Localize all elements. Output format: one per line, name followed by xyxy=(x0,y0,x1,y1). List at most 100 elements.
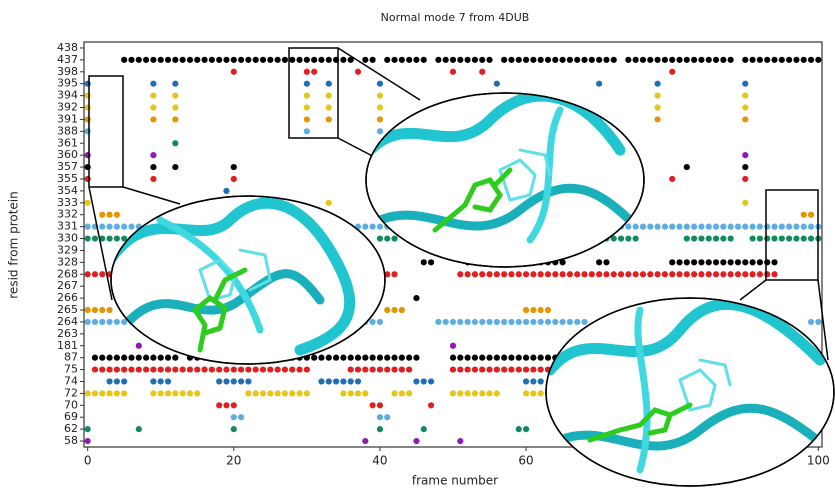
dot xyxy=(654,81,660,87)
dot xyxy=(128,355,134,361)
dot xyxy=(289,390,295,396)
dot xyxy=(479,69,485,75)
dot xyxy=(326,93,332,99)
dot xyxy=(786,235,792,241)
dot xyxy=(764,271,770,277)
dot xyxy=(384,366,390,372)
dot xyxy=(698,259,704,265)
dot xyxy=(647,57,653,63)
dot xyxy=(676,224,682,230)
dot xyxy=(516,366,522,372)
dot xyxy=(669,176,675,182)
dot xyxy=(201,57,207,63)
connector xyxy=(123,187,180,204)
dot xyxy=(640,271,646,277)
dot xyxy=(136,366,142,372)
dot xyxy=(486,390,492,396)
dot xyxy=(713,259,719,265)
dot xyxy=(749,259,755,265)
dot xyxy=(348,390,354,396)
dot xyxy=(793,235,799,241)
dot xyxy=(545,319,551,325)
dot xyxy=(508,366,514,372)
dot xyxy=(757,224,763,230)
dot xyxy=(538,355,544,361)
dot xyxy=(121,366,127,372)
dot xyxy=(786,224,792,230)
dot xyxy=(742,116,748,122)
dot xyxy=(450,343,456,349)
dot xyxy=(450,390,456,396)
dot xyxy=(581,57,587,63)
dot xyxy=(85,116,91,122)
dot xyxy=(377,81,383,87)
dot xyxy=(494,271,500,277)
dot xyxy=(567,271,573,277)
dot xyxy=(654,93,660,99)
dot xyxy=(406,366,412,372)
dot xyxy=(654,104,660,110)
dot xyxy=(450,355,456,361)
dot xyxy=(216,402,222,408)
dot xyxy=(194,390,200,396)
dot xyxy=(457,57,463,63)
dot xyxy=(735,271,741,277)
dot xyxy=(611,57,617,63)
dot xyxy=(348,355,354,361)
dot xyxy=(552,271,558,277)
dot xyxy=(669,224,675,230)
dot xyxy=(296,57,302,63)
dot xyxy=(333,355,339,361)
dot xyxy=(457,438,463,444)
dot xyxy=(216,366,222,372)
dot xyxy=(435,57,441,63)
dot xyxy=(143,355,149,361)
dot xyxy=(165,57,171,63)
dot xyxy=(472,319,478,325)
dot xyxy=(486,57,492,63)
dot xyxy=(99,224,105,230)
dot xyxy=(538,271,544,277)
dot xyxy=(669,259,675,265)
dot xyxy=(150,93,156,99)
dot xyxy=(786,57,792,63)
dot xyxy=(333,378,339,384)
dot xyxy=(443,57,449,63)
dot xyxy=(223,378,229,384)
dot xyxy=(311,57,317,63)
dot xyxy=(106,212,112,218)
dot xyxy=(180,390,186,396)
dot xyxy=(406,390,412,396)
dot xyxy=(370,366,376,372)
dot xyxy=(150,378,156,384)
dot xyxy=(486,319,492,325)
dot xyxy=(85,390,91,396)
zoom-box xyxy=(89,76,123,187)
dot xyxy=(406,57,412,63)
dot xyxy=(194,57,200,63)
dot xyxy=(377,235,383,241)
dot xyxy=(501,366,507,372)
zoom-box xyxy=(766,190,818,280)
dot xyxy=(552,57,558,63)
dot xyxy=(633,57,639,63)
x-tick-label: 20 xyxy=(226,454,241,468)
dot xyxy=(150,81,156,87)
dot xyxy=(413,438,419,444)
dot xyxy=(538,57,544,63)
dot xyxy=(669,271,675,277)
dot xyxy=(150,355,156,361)
dot xyxy=(560,271,566,277)
dot xyxy=(377,426,383,432)
dot xyxy=(143,57,149,63)
dot xyxy=(603,271,609,277)
dot xyxy=(231,57,237,63)
dot xyxy=(589,57,595,63)
dot xyxy=(377,93,383,99)
dot xyxy=(465,390,471,396)
dot xyxy=(99,355,105,361)
dot xyxy=(684,224,690,230)
dot xyxy=(362,57,368,63)
dot xyxy=(428,259,434,265)
dot xyxy=(501,271,507,277)
